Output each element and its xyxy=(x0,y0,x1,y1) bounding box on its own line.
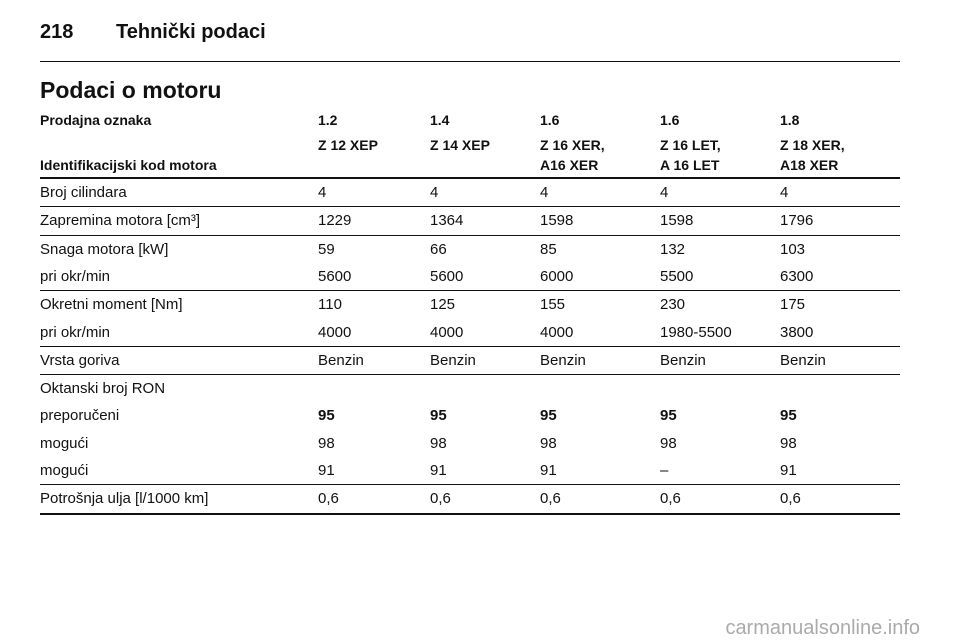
row-label: pri okr/min xyxy=(40,267,111,285)
row-label: Snaga motora [kW] xyxy=(40,240,169,258)
cell: 155 xyxy=(540,296,566,314)
cell: 91 xyxy=(430,462,447,479)
row-label: Vrsta goriva xyxy=(40,351,120,369)
cell: 6300 xyxy=(780,267,814,285)
cell: 98 xyxy=(780,434,797,452)
column-header: 1.4 xyxy=(430,112,450,128)
cell: Benzin xyxy=(660,351,706,369)
row-label: mogući xyxy=(40,434,89,452)
cell: 0,6 xyxy=(540,490,561,508)
cell: 1598 xyxy=(540,212,574,230)
cell: 1364 xyxy=(430,212,464,230)
cell: 95 xyxy=(660,407,677,425)
column-header: Z 18 XER, xyxy=(780,137,845,153)
header-rule xyxy=(40,61,900,62)
column-header-label: Identifikacijski kod motora xyxy=(40,157,217,173)
row-label: preporučeni xyxy=(40,407,120,425)
cell: 85 xyxy=(540,240,557,258)
cell: Benzin xyxy=(318,351,364,369)
cell: 6000 xyxy=(540,267,574,285)
column-header: 1.2 xyxy=(318,112,338,128)
cell: 175 xyxy=(780,296,806,314)
cell: 98 xyxy=(540,434,557,452)
cell: 4 xyxy=(430,184,439,201)
cell: 0,6 xyxy=(430,490,451,508)
cell: 66 xyxy=(430,240,447,258)
column-header: 1.6 xyxy=(660,112,680,128)
row-label: Okretni moment [Nm] xyxy=(40,296,183,314)
cell: 91 xyxy=(780,462,797,479)
row-label: Potrošnja ulja [l/1000 km] xyxy=(40,490,209,508)
column-header: A16 XER xyxy=(540,157,599,173)
cell: 125 xyxy=(430,296,456,314)
cell: 91 xyxy=(318,462,335,479)
column-header: Z 12 XEP xyxy=(318,137,378,153)
cell: 1980-5500 xyxy=(660,323,732,341)
cell: 4000 xyxy=(540,323,574,341)
cell: 4 xyxy=(318,184,327,201)
table-rule-thick xyxy=(40,177,900,179)
table-rule xyxy=(40,484,900,485)
page-title: Tehnički podaci xyxy=(116,21,266,43)
cell: – xyxy=(660,462,669,479)
cell: 3800 xyxy=(780,323,814,341)
table-rule-thick xyxy=(40,513,900,515)
cell: 132 xyxy=(660,240,686,258)
cell: Benzin xyxy=(430,351,476,369)
row-label: Oktanski broj RON xyxy=(40,380,166,398)
cell: 98 xyxy=(430,434,447,452)
page-number: 218 xyxy=(40,21,74,43)
cell: 95 xyxy=(430,407,447,425)
table-rule xyxy=(40,235,900,236)
cell: 110 xyxy=(318,296,342,314)
cell: 1598 xyxy=(660,212,694,230)
cell: 0,6 xyxy=(780,490,801,508)
cell: 91 xyxy=(540,462,557,479)
column-header: Z 14 XEP xyxy=(430,137,490,153)
table-rule xyxy=(40,290,900,291)
cell: 0,6 xyxy=(660,490,681,508)
cell: 230 xyxy=(660,296,686,314)
cell: 103 xyxy=(780,240,806,258)
row-label: Zapremina motora [cm³] xyxy=(40,212,201,230)
cell: 5600 xyxy=(430,267,464,285)
column-header: Z 16 XER, xyxy=(540,137,605,153)
cell: 4 xyxy=(780,184,789,201)
table-rule xyxy=(40,374,900,375)
column-header-label: Prodajna oznaka xyxy=(40,112,152,128)
cell: 4 xyxy=(660,184,669,201)
cell: 59 xyxy=(318,240,335,258)
row-label: pri okr/min xyxy=(40,323,111,341)
cell: 5600 xyxy=(318,267,352,285)
cell: Benzin xyxy=(540,351,586,369)
cell: 98 xyxy=(660,434,677,452)
cell: 95 xyxy=(540,407,557,425)
row-label: Broj cilindara xyxy=(40,184,127,201)
cell: 4000 xyxy=(430,323,464,341)
cell: 95 xyxy=(318,407,335,425)
cell: 98 xyxy=(318,434,335,452)
cell: 1229 xyxy=(318,212,352,230)
section-title: Podaci o motoru xyxy=(40,77,222,103)
column-header: 1.6 xyxy=(540,112,560,128)
table-rule xyxy=(40,346,900,347)
watermark: carmanualsonline.info xyxy=(725,617,920,639)
cell: 1796 xyxy=(780,212,814,230)
row-label: mogući xyxy=(40,462,89,479)
cell: 4000 xyxy=(318,323,352,341)
cell: 5500 xyxy=(660,267,694,285)
table-rule xyxy=(40,206,900,207)
cell: 4 xyxy=(540,184,549,201)
column-header: A18 XER xyxy=(780,157,839,173)
cell: 0,6 xyxy=(318,490,339,508)
cell: Benzin xyxy=(780,351,826,369)
cell: 95 xyxy=(780,407,797,425)
column-header: Z 16 LET, xyxy=(660,137,721,153)
column-header: A 16 LET xyxy=(660,157,720,173)
column-header: 1.8 xyxy=(780,112,800,128)
